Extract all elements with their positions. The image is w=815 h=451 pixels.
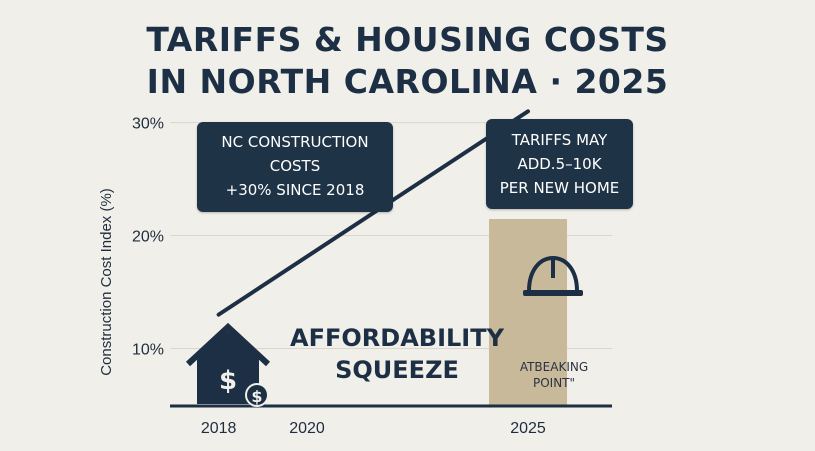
x-tick-label: 2018 xyxy=(201,420,237,437)
callout-right-line-1: TARIFFS MAY xyxy=(511,131,608,149)
chart-title-line-1: TARIFFS & HOUSING COSTS xyxy=(146,20,669,59)
callout-tariffs: TARIFFS MAY ADD.5–10K PER NEW HOME xyxy=(486,119,633,209)
callout-left-line-1: NC CONSTRUCTION xyxy=(221,133,369,151)
callout-construction-costs: NC CONSTRUCTION COSTS +30% SINCE 2018 xyxy=(197,122,393,212)
callout-left-line-3: +30% SINCE 2018 xyxy=(225,181,365,199)
y-axis-label: Construction Cost Index (%) xyxy=(98,188,115,376)
series-lines xyxy=(216,109,531,317)
squeeze-label: SQUEEZE xyxy=(335,356,459,384)
hard-hat-icon xyxy=(523,255,583,296)
breaking-point-line-1: ATBEAKING xyxy=(519,360,589,374)
x-tick-label: 2025 xyxy=(510,420,546,437)
x-tick-labels: 2018 2020 2025 xyxy=(201,420,546,437)
breaking-point-line-2: POINT" xyxy=(532,376,576,390)
affordability-label: AFFORDABILITY xyxy=(290,324,504,352)
callout-right-line-3: PER NEW HOME xyxy=(499,179,620,197)
svg-text:$: $ xyxy=(219,366,237,396)
chart-title-line-2: IN NORTH CAROLINA · 2025 xyxy=(146,62,669,101)
highlight-bar-2025 xyxy=(489,219,568,405)
house-dollar-icon: $ $ xyxy=(185,322,271,407)
y-tick-label: 30% xyxy=(132,116,164,133)
y-tick-label: 20% xyxy=(132,229,164,246)
callout-right-line-2: ADD.5–10K xyxy=(517,155,602,173)
x-tick-label: 2020 xyxy=(289,420,325,437)
y-tick-label: 10% xyxy=(132,342,164,359)
callout-left-line-2: COSTS xyxy=(269,157,321,175)
y-tick-labels: 10% 20% 30% xyxy=(132,116,164,359)
svg-text:$: $ xyxy=(251,387,262,406)
series-line-0 xyxy=(216,109,531,317)
